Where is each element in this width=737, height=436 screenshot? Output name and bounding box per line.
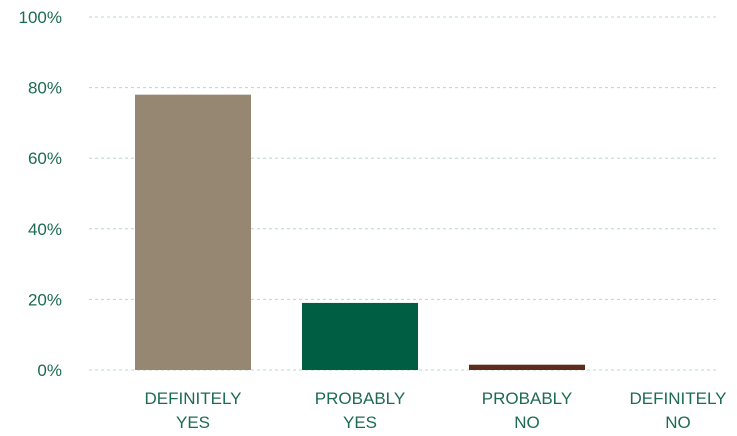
x-tick-label-line: PROBABLY (315, 389, 405, 408)
x-tick-label-line: NO (665, 413, 691, 432)
x-tick-label-line: PROBABLY (482, 389, 572, 408)
y-tick-label: 40% (28, 220, 62, 239)
y-tick-label: 80% (28, 79, 62, 98)
y-tick-label: 60% (28, 149, 62, 168)
y-tick-label: 100% (19, 8, 62, 27)
x-tick-label: DEFINITELY NO (630, 389, 727, 432)
x-tick-label: PROBABLY NO (482, 389, 572, 432)
x-tick-label-line: YES (176, 413, 210, 432)
x-tick-label-line: NO (514, 413, 540, 432)
bar (469, 364, 585, 370)
bar (135, 94, 251, 370)
y-tick-label: 0% (37, 361, 62, 380)
x-tick-label-line: DEFINITELY (630, 389, 727, 408)
bars (135, 94, 585, 370)
x-tick-label: PROBABLY YES (315, 389, 405, 432)
x-tick-label-line: DEFINITELY (145, 389, 242, 408)
x-tick-label-line: YES (343, 413, 377, 432)
x-tick-label: DEFINITELY YES (145, 389, 242, 432)
y-axis-tick-labels: 0% 20% 40% 60% 80% 100% (19, 8, 62, 380)
y-tick-label: 20% (28, 290, 62, 309)
bar (302, 302, 418, 370)
